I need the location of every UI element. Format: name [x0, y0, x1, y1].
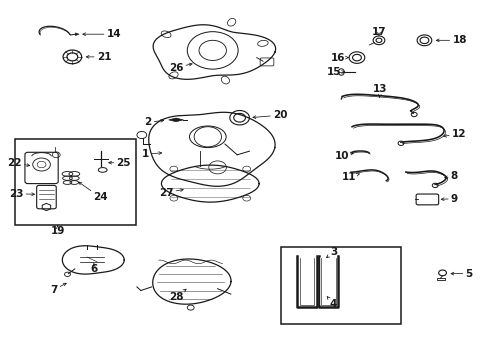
Text: 8: 8	[444, 171, 457, 181]
Text: 11: 11	[341, 172, 359, 182]
Text: 12: 12	[443, 129, 466, 139]
Text: 27: 27	[159, 188, 183, 198]
Text: 17: 17	[371, 27, 386, 37]
Text: 9: 9	[440, 194, 457, 204]
Bar	[281, 247, 400, 324]
Text: 16: 16	[330, 53, 347, 63]
Text: 5: 5	[450, 269, 472, 279]
Text: 10: 10	[334, 150, 353, 161]
Polygon shape	[168, 118, 183, 122]
Text: 13: 13	[372, 84, 387, 97]
Text: 22: 22	[7, 158, 30, 168]
Text: 1: 1	[142, 149, 162, 159]
Text: 24: 24	[79, 182, 107, 202]
Polygon shape	[75, 33, 79, 36]
Text: 23: 23	[9, 189, 35, 199]
Text: 14: 14	[82, 29, 121, 39]
Text: 20: 20	[252, 110, 287, 120]
Text: 4: 4	[326, 297, 337, 309]
Text: 3: 3	[326, 247, 336, 258]
Text: 2: 2	[144, 117, 163, 127]
Bar	[15, 139, 136, 225]
Text: 21: 21	[86, 52, 111, 62]
Text: 18: 18	[435, 35, 466, 45]
Text: 19: 19	[50, 226, 65, 236]
Text: 6: 6	[90, 264, 97, 274]
Text: 15: 15	[326, 67, 344, 77]
Text: 7: 7	[50, 283, 66, 295]
Text: 25: 25	[108, 158, 131, 168]
Text: 28: 28	[168, 289, 186, 302]
Text: 26: 26	[168, 63, 192, 73]
Bar	[436, 278, 445, 280]
